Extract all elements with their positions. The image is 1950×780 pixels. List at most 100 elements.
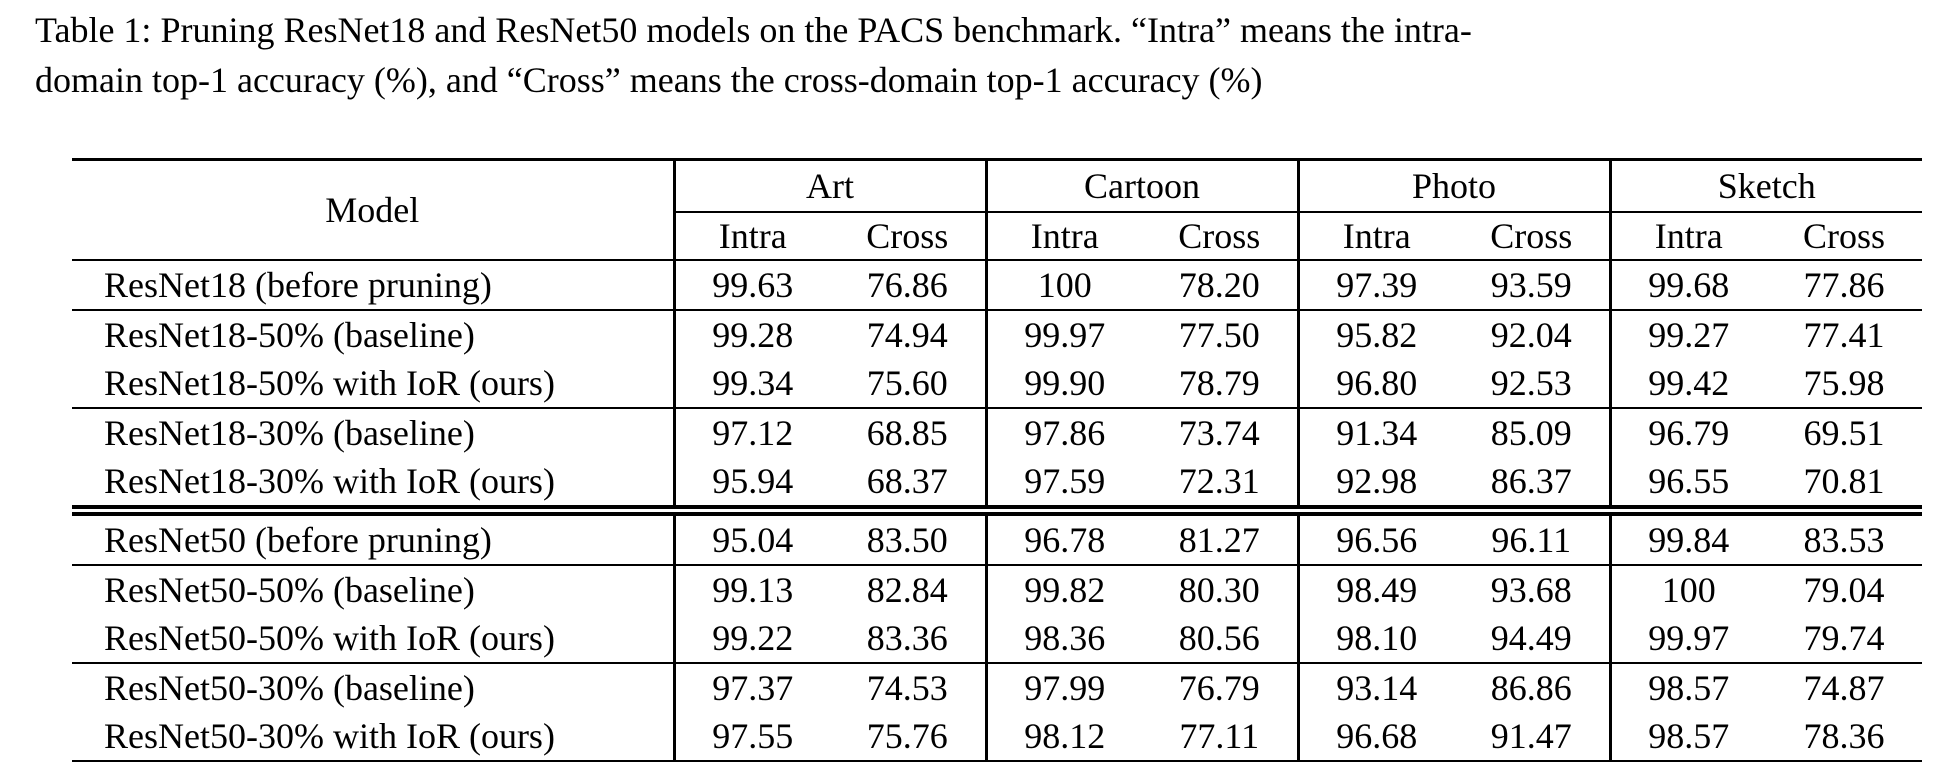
value-cell: 82.84 [866, 570, 948, 610]
value-cell: 78.36 [1766, 712, 1923, 762]
model-cell: ResNet18-50% with IoR (ours) [72, 359, 674, 409]
value-cell: 98.57 [1608, 663, 1767, 712]
value-cell: 91.47 [1454, 712, 1611, 762]
table-row: ResNet18-30% with IoR (ours) 95.94 68.37 97… [72, 457, 1923, 516]
subheader-art-cross: Cross [830, 212, 986, 261]
table-caption: Table 1: Pruning ResNet18 and ResNet50 m… [35, 10, 1472, 100]
value-cell: 96.80 [1296, 359, 1455, 409]
model-column-header: Model [72, 159, 674, 261]
domain-header-photo: Photo [1296, 159, 1611, 213]
value-cell: 86.37 [1454, 457, 1611, 516]
value-cell: 99.82 [984, 565, 1142, 614]
value-cell: 98.36 [984, 614, 1142, 664]
value-cell: 76.79 [1178, 668, 1260, 708]
model-cell: ResNet50-50% with IoR (ours) [72, 614, 674, 664]
table-row: ResNet18-30% (baseline) 97.12 68.85 97.86 73… [72, 408, 1922, 457]
subheader-cartoon-intra: Intra [984, 212, 1142, 261]
value-cell: 99.90 [984, 359, 1142, 409]
value-cell: 99.28 [672, 310, 830, 359]
subheader-cartoon-cross: Cross [1142, 212, 1299, 261]
table-body: ResNet18 (before pruning) 99.63 76.86 100 78… [72, 260, 1923, 762]
value-cell: 96.78 [984, 510, 1142, 566]
value-cell: 92.04 [1490, 315, 1572, 355]
value-cell: 80.30 [1178, 570, 1260, 610]
value-cell: 97.59 [984, 457, 1142, 516]
domain-header-cartoon: Cartoon [984, 159, 1299, 213]
table-row: ResNet18-50% (baseline) 99.28 74.94 99.97 77… [72, 310, 1922, 359]
value-cell: 93.68 [1490, 570, 1572, 610]
value-cell: 78.20 [1142, 260, 1299, 311]
model-cell: ResNet18-50% (baseline) [104, 315, 475, 355]
model-cell: ResNet50-50% (baseline) [104, 570, 475, 610]
value-cell: 98.10 [1296, 614, 1455, 664]
domain-header-art: Art [672, 159, 986, 213]
value-cell: 96.79 [1608, 408, 1767, 457]
table-row: ResNet18 (before pruning) 99.63 76.86 100 78… [72, 260, 1923, 311]
value-cell: 99.22 [672, 614, 830, 664]
value-cell: 93.14 [1296, 663, 1455, 712]
model-cell: ResNet50 (before pruning) [72, 510, 674, 566]
value-cell: 78.79 [1142, 359, 1299, 409]
value-cell: 98.49 [1296, 565, 1455, 614]
value-cell: 97.55 [672, 712, 830, 762]
value-cell: 95.04 [672, 510, 830, 566]
value-cell: 75.76 [830, 712, 986, 762]
value-cell: 75.60 [830, 359, 986, 409]
value-cell: 85.09 [1490, 413, 1572, 453]
subheader-sketch-intra: Intra [1608, 212, 1767, 261]
value-cell: 99.42 [1608, 359, 1767, 409]
value-cell: 95.94 [672, 457, 830, 516]
value-cell: 99.27 [1608, 310, 1767, 359]
model-cell: ResNet50-30% (baseline) [104, 668, 475, 708]
value-cell: 97.37 [672, 663, 830, 712]
value-cell: 69.51 [1803, 413, 1885, 453]
header-row-subcolumns: Intra Cross Intra Cross Intra Cross Intra Cross [72, 212, 1923, 261]
value-cell: 100 [984, 260, 1142, 311]
table-row: ResNet50-30% with IoR (ours) 97.55 75.76 98… [72, 712, 1923, 762]
value-cell: 83.36 [830, 614, 986, 664]
domain-header-sketch: Sketch [1608, 159, 1923, 213]
results-table: Model Art Cartoon Photo Sketch Intra Cross Intr… [72, 158, 1923, 762]
value-cell: 97.39 [1296, 260, 1455, 311]
value-cell: 72.31 [1142, 457, 1299, 516]
value-cell: 91.34 [1296, 408, 1455, 457]
value-cell: 99.63 [672, 260, 830, 311]
value-cell: 74.94 [866, 315, 948, 355]
value-cell: 79.04 [1803, 570, 1885, 610]
subheader-photo-cross: Cross [1454, 212, 1611, 261]
value-cell: 73.74 [1178, 413, 1260, 453]
value-cell: 81.27 [1142, 510, 1299, 566]
table-row: ResNet50-30% (baseline) 97.37 74.53 97.99 76… [72, 663, 1922, 712]
value-cell: 83.50 [830, 510, 986, 566]
value-cell: 99.97 [1608, 614, 1767, 664]
value-cell: 75.98 [1766, 359, 1923, 409]
header-row-domains: Model Art Cartoon Photo Sketch [72, 159, 1923, 261]
value-cell: 92.53 [1454, 359, 1611, 409]
value-cell: 77.41 [1803, 315, 1885, 355]
value-cell: 99.68 [1608, 260, 1767, 311]
value-cell: 98.12 [984, 712, 1142, 762]
model-cell: ResNet18 (before pruning) [72, 260, 674, 311]
value-cell: 74.53 [866, 668, 948, 708]
value-cell: 68.85 [866, 413, 948, 453]
value-cell: 77.86 [1766, 260, 1923, 311]
model-cell: ResNet50-30% with IoR (ours) [72, 712, 674, 762]
value-cell: 92.98 [1296, 457, 1455, 516]
value-cell: 68.37 [830, 457, 986, 516]
subheader-sketch-cross: Cross [1766, 212, 1923, 261]
value-cell: 80.56 [1142, 614, 1299, 664]
model-cell: ResNet18-30% (baseline) [104, 413, 475, 453]
value-cell: 96.55 [1608, 457, 1767, 516]
value-cell: 76.86 [830, 260, 986, 311]
value-cell: 77.50 [1178, 315, 1260, 355]
subheader-photo-intra: Intra [1296, 212, 1455, 261]
value-cell: 97.99 [984, 663, 1142, 712]
value-cell: 96.56 [1296, 510, 1455, 566]
table-row: ResNet18-50% with IoR (ours) 99.34 75.60 99… [72, 359, 1923, 409]
model-cell: ResNet18-30% with IoR (ours) [72, 457, 674, 516]
table-row: ResNet50 (before pruning) 95.04 83.50 96.78… [72, 510, 1923, 566]
subheader-art-intra: Intra [672, 212, 830, 261]
value-cell: 96.68 [1296, 712, 1455, 762]
table-row: ResNet50-50% (baseline) 99.13 82.84 99.82 80… [72, 565, 1922, 614]
